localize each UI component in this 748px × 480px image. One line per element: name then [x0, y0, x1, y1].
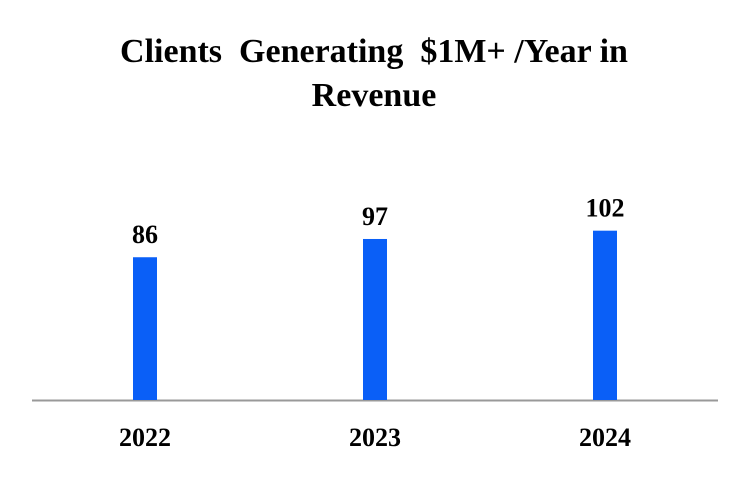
x-tick-label: 2022: [119, 423, 171, 452]
bar: [133, 257, 157, 400]
bar: [363, 238, 387, 400]
x-tick-label: 2023: [349, 423, 401, 452]
chart-title: Clients Generating $1M+ /Year in Revenue: [120, 33, 637, 114]
data-label: 86: [132, 220, 158, 249]
data-label: 102: [586, 194, 625, 223]
x-tick-label: 2024: [579, 423, 631, 452]
data-label: 97: [362, 202, 388, 231]
bar: [593, 230, 617, 400]
